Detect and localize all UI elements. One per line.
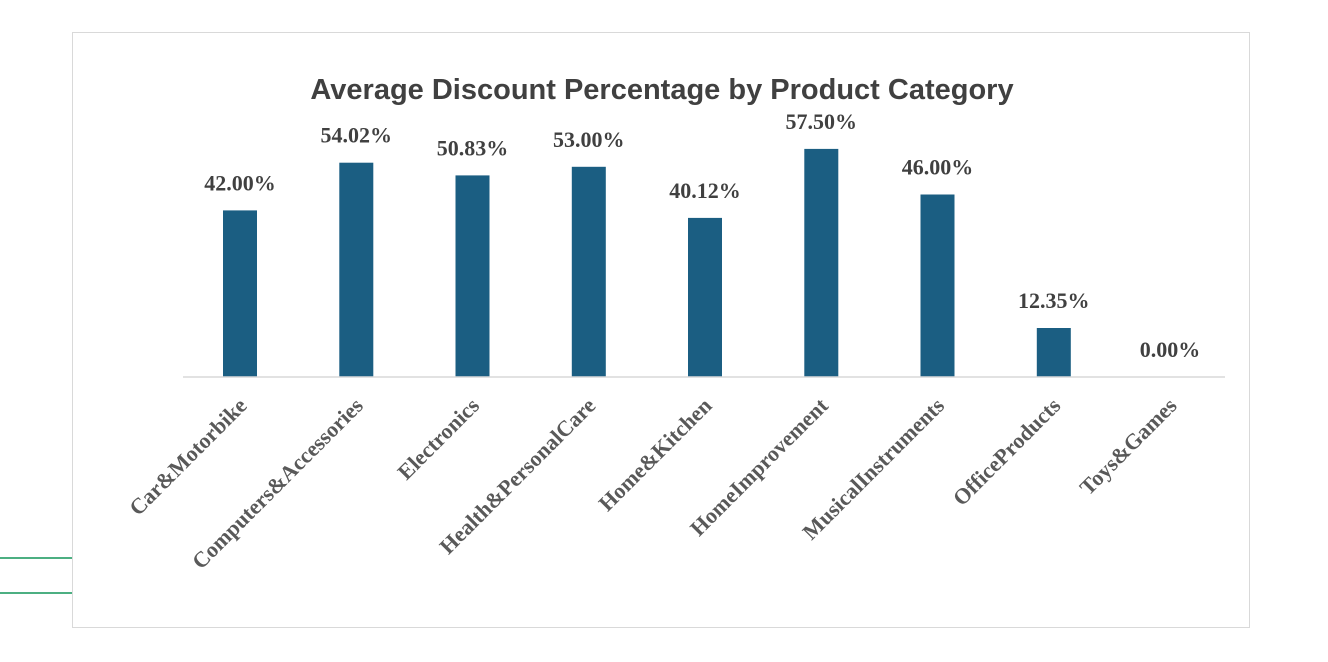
bar	[223, 210, 257, 377]
data-label: 0.00%	[1140, 337, 1201, 362]
x-tick-label: Car&Motorbike	[124, 393, 252, 521]
bar	[339, 162, 374, 377]
bar	[571, 166, 606, 377]
bars-layer	[223, 148, 1071, 377]
accent-line	[0, 592, 72, 594]
data-label: 53.00%	[553, 127, 625, 152]
x-tick-label: OfficeProducts	[948, 393, 1066, 511]
x-tick-label: Electronics	[392, 393, 484, 485]
bar	[688, 217, 722, 377]
data-label: 46.00%	[902, 155, 974, 180]
data-labels-layer: 42.00% 54.02% 50.83% 53.00% 40.12% 57.50% 46.0…	[204, 109, 1200, 362]
chart-area: Average Discount Percentage by Product C…	[72, 32, 1250, 628]
bar	[920, 194, 955, 377]
x-tick-label: Home&Kitchen	[593, 393, 716, 516]
data-label: 12.35%	[1018, 288, 1090, 313]
accent-line	[0, 557, 72, 559]
bar	[1036, 328, 1071, 377]
x-tick-label: Toys&Games	[1075, 393, 1182, 500]
data-label: 42.00%	[204, 170, 276, 195]
bar	[455, 175, 490, 377]
bar	[804, 148, 839, 377]
bar-chart: Average Discount Percentage by Product C…	[124, 74, 1225, 574]
data-label: 40.12%	[669, 178, 741, 203]
data-label: 54.02%	[321, 123, 393, 148]
data-label: 50.83%	[437, 135, 509, 160]
data-label: 57.50%	[786, 109, 858, 134]
chart-title: Average Discount Percentage by Product C…	[310, 74, 1013, 106]
